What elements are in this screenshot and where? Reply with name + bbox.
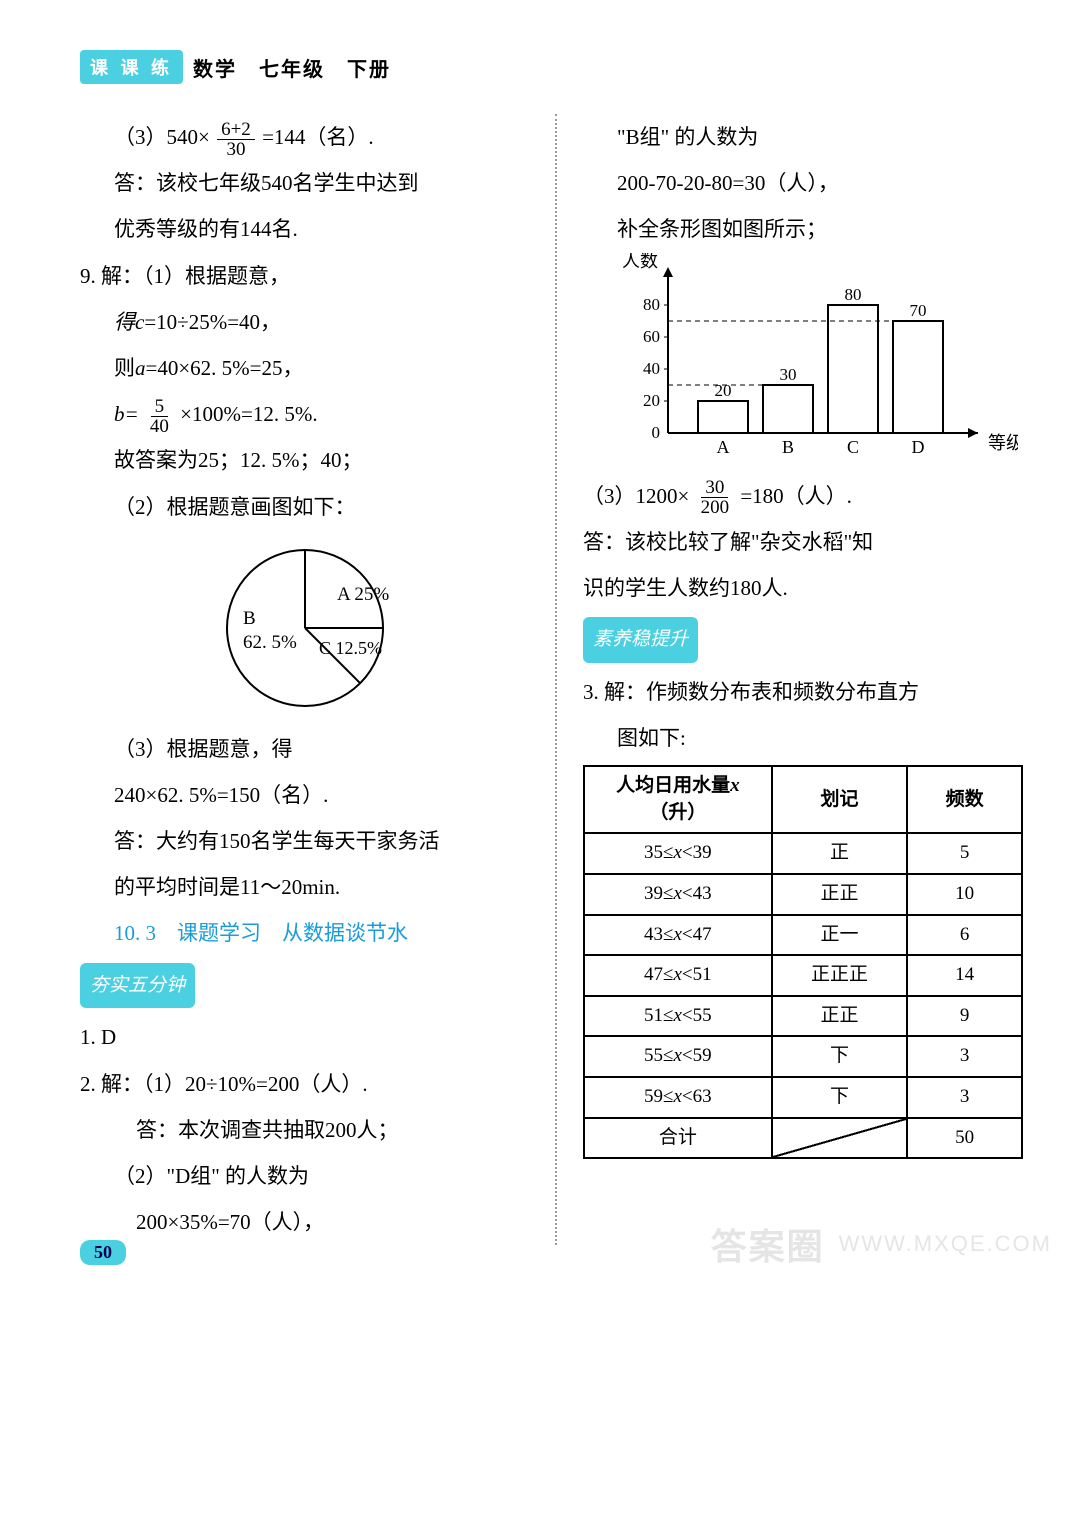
line: 补全条形图如图所示； — [583, 206, 1032, 252]
svg-text:0: 0 — [651, 423, 660, 442]
page-header: 课 课 练 数学 七年级 下册 — [80, 50, 1032, 84]
svg-text:30: 30 — [779, 365, 796, 384]
col-header: 频数 — [907, 766, 1022, 833]
line: （3）根据题意，得 — [80, 726, 529, 772]
line: b= 5 40 ×100%=12. 5%. — [80, 391, 529, 437]
pie-label-b: B — [243, 608, 256, 629]
tag-consolidate: 夯实五分钟 — [80, 963, 195, 1009]
pie-label-b-pct: 62. 5% — [243, 632, 297, 653]
watermark-url: WWW.MXQE.COM — [839, 1231, 1052, 1257]
bar-chart: 人数 等级 0 20 40 60 80 — [583, 253, 1032, 473]
line: （3）540× 6+2 30 =144（名）. — [80, 114, 529, 160]
watermark: 答案圈 WWW.MXQE.COM — [711, 1218, 1052, 1270]
two-column-layout: （3）540× 6+2 30 =144（名）. 答：该校七年级540名学生中达到… — [80, 114, 1032, 1245]
table-total-row: 合计 50 — [584, 1118, 1022, 1159]
fraction: 30 200 — [697, 478, 734, 517]
line: 答：大约有150名学生每天干家务活 — [80, 818, 529, 864]
table-row: 39≤x<43正正10 — [584, 874, 1022, 915]
line: （2）根据题意画图如下： — [80, 484, 529, 530]
fraction: 6+2 30 — [217, 120, 255, 159]
line: 200-70-20-80=30（人）， — [583, 160, 1032, 206]
watermark-logo: 答案圈 — [711, 1218, 825, 1270]
pie-label-a: A 25% — [337, 584, 389, 605]
svg-text:D: D — [911, 437, 924, 457]
line: "B组" 的人数为 — [583, 114, 1032, 160]
page-number: 50 — [80, 1240, 126, 1265]
svg-text:80: 80 — [844, 285, 861, 304]
svg-text:C: C — [846, 437, 858, 457]
table-row: 55≤x<59下3 — [584, 1036, 1022, 1077]
svg-text:20: 20 — [714, 381, 731, 400]
table-row: 51≤x<55正正9 — [584, 996, 1022, 1037]
column-divider — [555, 114, 557, 1245]
line: 则a=40×62. 5%=25， — [80, 345, 529, 391]
table-row: 35≤x<39正5 — [584, 833, 1022, 874]
table-row: 47≤x<51正正正14 — [584, 955, 1022, 996]
frequency-table: 人均日用水量x（升） 划记 频数 35≤x<39正5 39≤x<43正正10 4… — [583, 765, 1023, 1159]
bar-svg: 人数 等级 0 20 40 60 80 — [598, 253, 1018, 473]
line: 识的学生人数约180人. — [583, 565, 1032, 611]
line: 9. 解：（1）根据题意， — [80, 253, 529, 299]
fraction: 5 40 — [146, 397, 173, 436]
svg-text:20: 20 — [643, 391, 660, 410]
line: 得c=10÷25%=40， — [80, 299, 529, 345]
line: （3）1200× 30 200 =180（人）. — [583, 473, 1032, 519]
svg-text:40: 40 — [643, 359, 660, 378]
svg-text:80: 80 — [643, 295, 660, 314]
table-header-row: 人均日用水量x（升） 划记 频数 — [584, 766, 1022, 833]
pie-chart: A 25% B 62. 5% C 12.5% — [80, 538, 529, 718]
pie-svg: A 25% B 62. 5% C 12.5% — [195, 538, 415, 718]
line: 答：该校比较了解"杂交水稻"知 — [583, 519, 1032, 565]
line: 答：该校七年级540名学生中达到 — [80, 160, 529, 206]
line: 图如下: — [583, 715, 1032, 761]
line: 3. 解：作频数分布表和频数分布直方 — [583, 669, 1032, 715]
right-column: "B组" 的人数为 200-70-20-80=30（人）， 补全条形图如图所示；… — [583, 114, 1032, 1245]
col-header: 人均日用水量x（升） — [584, 766, 772, 833]
line: 优秀等级的有144名. — [80, 206, 529, 252]
tag-improve: 素养稳提升 — [583, 617, 698, 663]
line: （2）"D组" 的人数为 — [80, 1153, 529, 1199]
line: 240×62. 5%=150（名）. — [80, 772, 529, 818]
line: 2. 解：（1）20÷10%=200（人）. — [80, 1061, 529, 1107]
line: 的平均时间是11～20min. — [80, 864, 529, 910]
table-row: 59≤x<63下3 — [584, 1077, 1022, 1118]
diagonal-cell — [772, 1118, 908, 1159]
pie-label-c: C 12.5% — [319, 638, 382, 658]
line: 答：本次调查共抽取200人； — [80, 1107, 529, 1153]
svg-text:70: 70 — [909, 301, 926, 320]
svg-text:B: B — [781, 437, 793, 457]
line: 1. D — [80, 1014, 529, 1060]
table-row: 43≤x<47正一6 — [584, 915, 1022, 956]
svg-text:A: A — [716, 437, 729, 457]
svg-text:60: 60 — [643, 327, 660, 346]
svg-text:等级: 等级 — [988, 433, 1018, 453]
line: 200×35%=70（人）， — [80, 1199, 529, 1245]
col-header: 划记 — [772, 766, 908, 833]
svg-text:人数: 人数 — [622, 253, 658, 271]
section-title: 10. 3 课题学习 从数据谈节水 — [80, 910, 529, 956]
left-column: （3）540× 6+2 30 =144（名）. 答：该校七年级540名学生中达到… — [80, 114, 529, 1245]
series-badge: 课 课 练 — [80, 50, 183, 84]
book-title: 数学 七年级 下册 — [193, 53, 391, 82]
line: 故答案为25；12. 5%；40； — [80, 437, 529, 483]
